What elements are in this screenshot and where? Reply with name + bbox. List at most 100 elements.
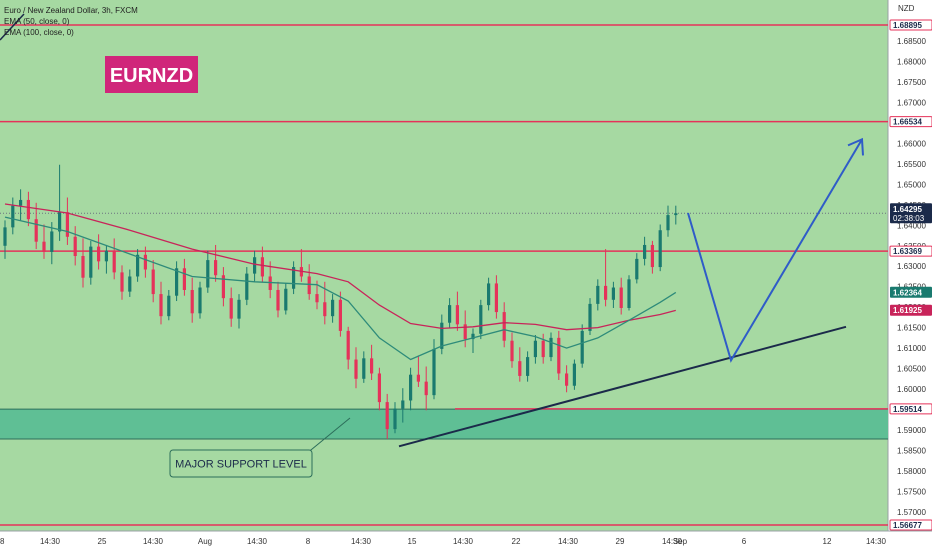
time-tick-label: 14:30 <box>247 537 268 546</box>
price-tag <box>889 116 932 128</box>
candle-body <box>175 268 179 296</box>
candle-body <box>518 361 522 376</box>
candle-body <box>572 363 576 386</box>
candle-body <box>128 276 132 292</box>
candle-body <box>323 302 327 317</box>
candle-body <box>619 287 623 308</box>
time-tick-label: 14:30 <box>866 537 887 546</box>
price-tag <box>889 19 932 31</box>
price-tick-label: 1.58000 <box>897 467 926 476</box>
legend-ema-stub <box>0 13 25 41</box>
candle-body <box>237 299 241 319</box>
price-tick-label: 1.57000 <box>897 508 926 517</box>
time-axis-panel <box>0 531 932 550</box>
candle-body <box>370 358 374 374</box>
candle-body <box>104 250 108 262</box>
price-tag-label: 1.68895 <box>893 21 922 30</box>
candle-body <box>487 283 491 306</box>
candle-body <box>214 260 218 276</box>
candle-body <box>253 257 257 274</box>
candle-body <box>315 294 319 303</box>
time-tick-label: 22 <box>512 537 521 546</box>
price-tag-label: 1.64295 <box>893 205 922 214</box>
price-tag-label: 1.59514 <box>893 405 922 414</box>
time-tick-label: 15 <box>408 537 417 546</box>
candle-body <box>143 254 147 270</box>
price-tick-label: 1.64000 <box>897 221 926 230</box>
candle-body <box>81 256 85 278</box>
candle-body <box>557 337 561 374</box>
chart-title: Euro / New Zealand Dollar, 3h, FXCM <box>4 6 138 15</box>
price-tick-label: 1.58500 <box>897 446 926 455</box>
price-tag <box>890 203 932 224</box>
candle-body <box>611 287 615 300</box>
price-tag-label: 1.62364 <box>893 288 922 297</box>
candle-body <box>245 273 249 300</box>
trendline <box>398 325 847 448</box>
candle-body <box>3 227 7 246</box>
price-tick-label: 1.59000 <box>897 426 926 435</box>
time-tick-label: 6 <box>742 537 747 546</box>
candle-body <box>502 312 506 341</box>
price-axis-panel <box>888 0 932 531</box>
candle-body <box>120 272 124 292</box>
price-tag <box>889 519 932 531</box>
candle-body <box>588 303 592 331</box>
projection-arrowhead-icon <box>847 137 864 156</box>
candle-body <box>596 285 600 304</box>
ema100-line <box>4 203 676 331</box>
candle-body <box>276 289 280 311</box>
candle-body <box>479 305 483 334</box>
price-tag-label: 1.56677 <box>893 521 922 530</box>
price-tick-label: 1.67500 <box>897 78 926 87</box>
candle-body <box>198 287 202 314</box>
candle-body <box>510 340 514 362</box>
price-levels <box>0 24 888 526</box>
candle-body <box>136 254 140 277</box>
candle-body <box>112 250 116 273</box>
time-tick-label: 25 <box>98 537 107 546</box>
time-tick-label: Aug <box>198 537 212 546</box>
price-tick-label: 1.65500 <box>897 160 926 169</box>
candle-body <box>533 340 537 358</box>
candle-body <box>541 340 545 358</box>
candle-body <box>627 279 631 308</box>
price-tick-label: 1.65000 <box>897 180 926 189</box>
price-tick-label: 1.66000 <box>897 139 926 148</box>
candle-body <box>393 408 397 430</box>
price-tick-label: 1.60000 <box>897 385 926 394</box>
candle-body <box>221 275 225 299</box>
symbol-badge-text: EURNZD <box>110 65 193 87</box>
candle-body <box>42 241 46 252</box>
candle-body <box>65 212 69 237</box>
price-tag-label: 1.63369 <box>893 247 922 256</box>
price-tick-label: 1.63000 <box>897 262 926 271</box>
price-tags: 1.68895 1.66534 1.63369 1.59514 1.56677 1.623… <box>889 19 932 531</box>
legend-ema50: EMA (50, close, 0) <box>4 17 70 26</box>
candle-body <box>151 269 155 295</box>
candle-body <box>26 199 30 220</box>
time-tick-label: 14:30 <box>453 537 474 546</box>
price-tag <box>890 304 932 316</box>
candle-body <box>292 267 296 289</box>
time-tick-label: 8 <box>306 537 311 546</box>
candle-body <box>19 199 23 206</box>
candle-body <box>346 330 350 360</box>
time-tick-label: Sep <box>673 537 688 546</box>
candle-body <box>58 212 62 232</box>
candle-body <box>167 295 171 317</box>
candle-body <box>635 258 639 280</box>
price-tick-label: 1.68000 <box>897 58 926 67</box>
candle-body <box>11 205 15 228</box>
candle-body <box>362 358 366 379</box>
candle-body <box>260 257 264 277</box>
price-tick-label: 1.67000 <box>897 99 926 108</box>
candle-body <box>338 299 342 331</box>
price-tick-label: 1.61000 <box>897 344 926 353</box>
price-tag <box>889 245 932 257</box>
candle-body <box>50 231 54 252</box>
annotation-box <box>169 449 313 478</box>
candle-body <box>89 246 93 278</box>
candle-body <box>409 374 413 401</box>
